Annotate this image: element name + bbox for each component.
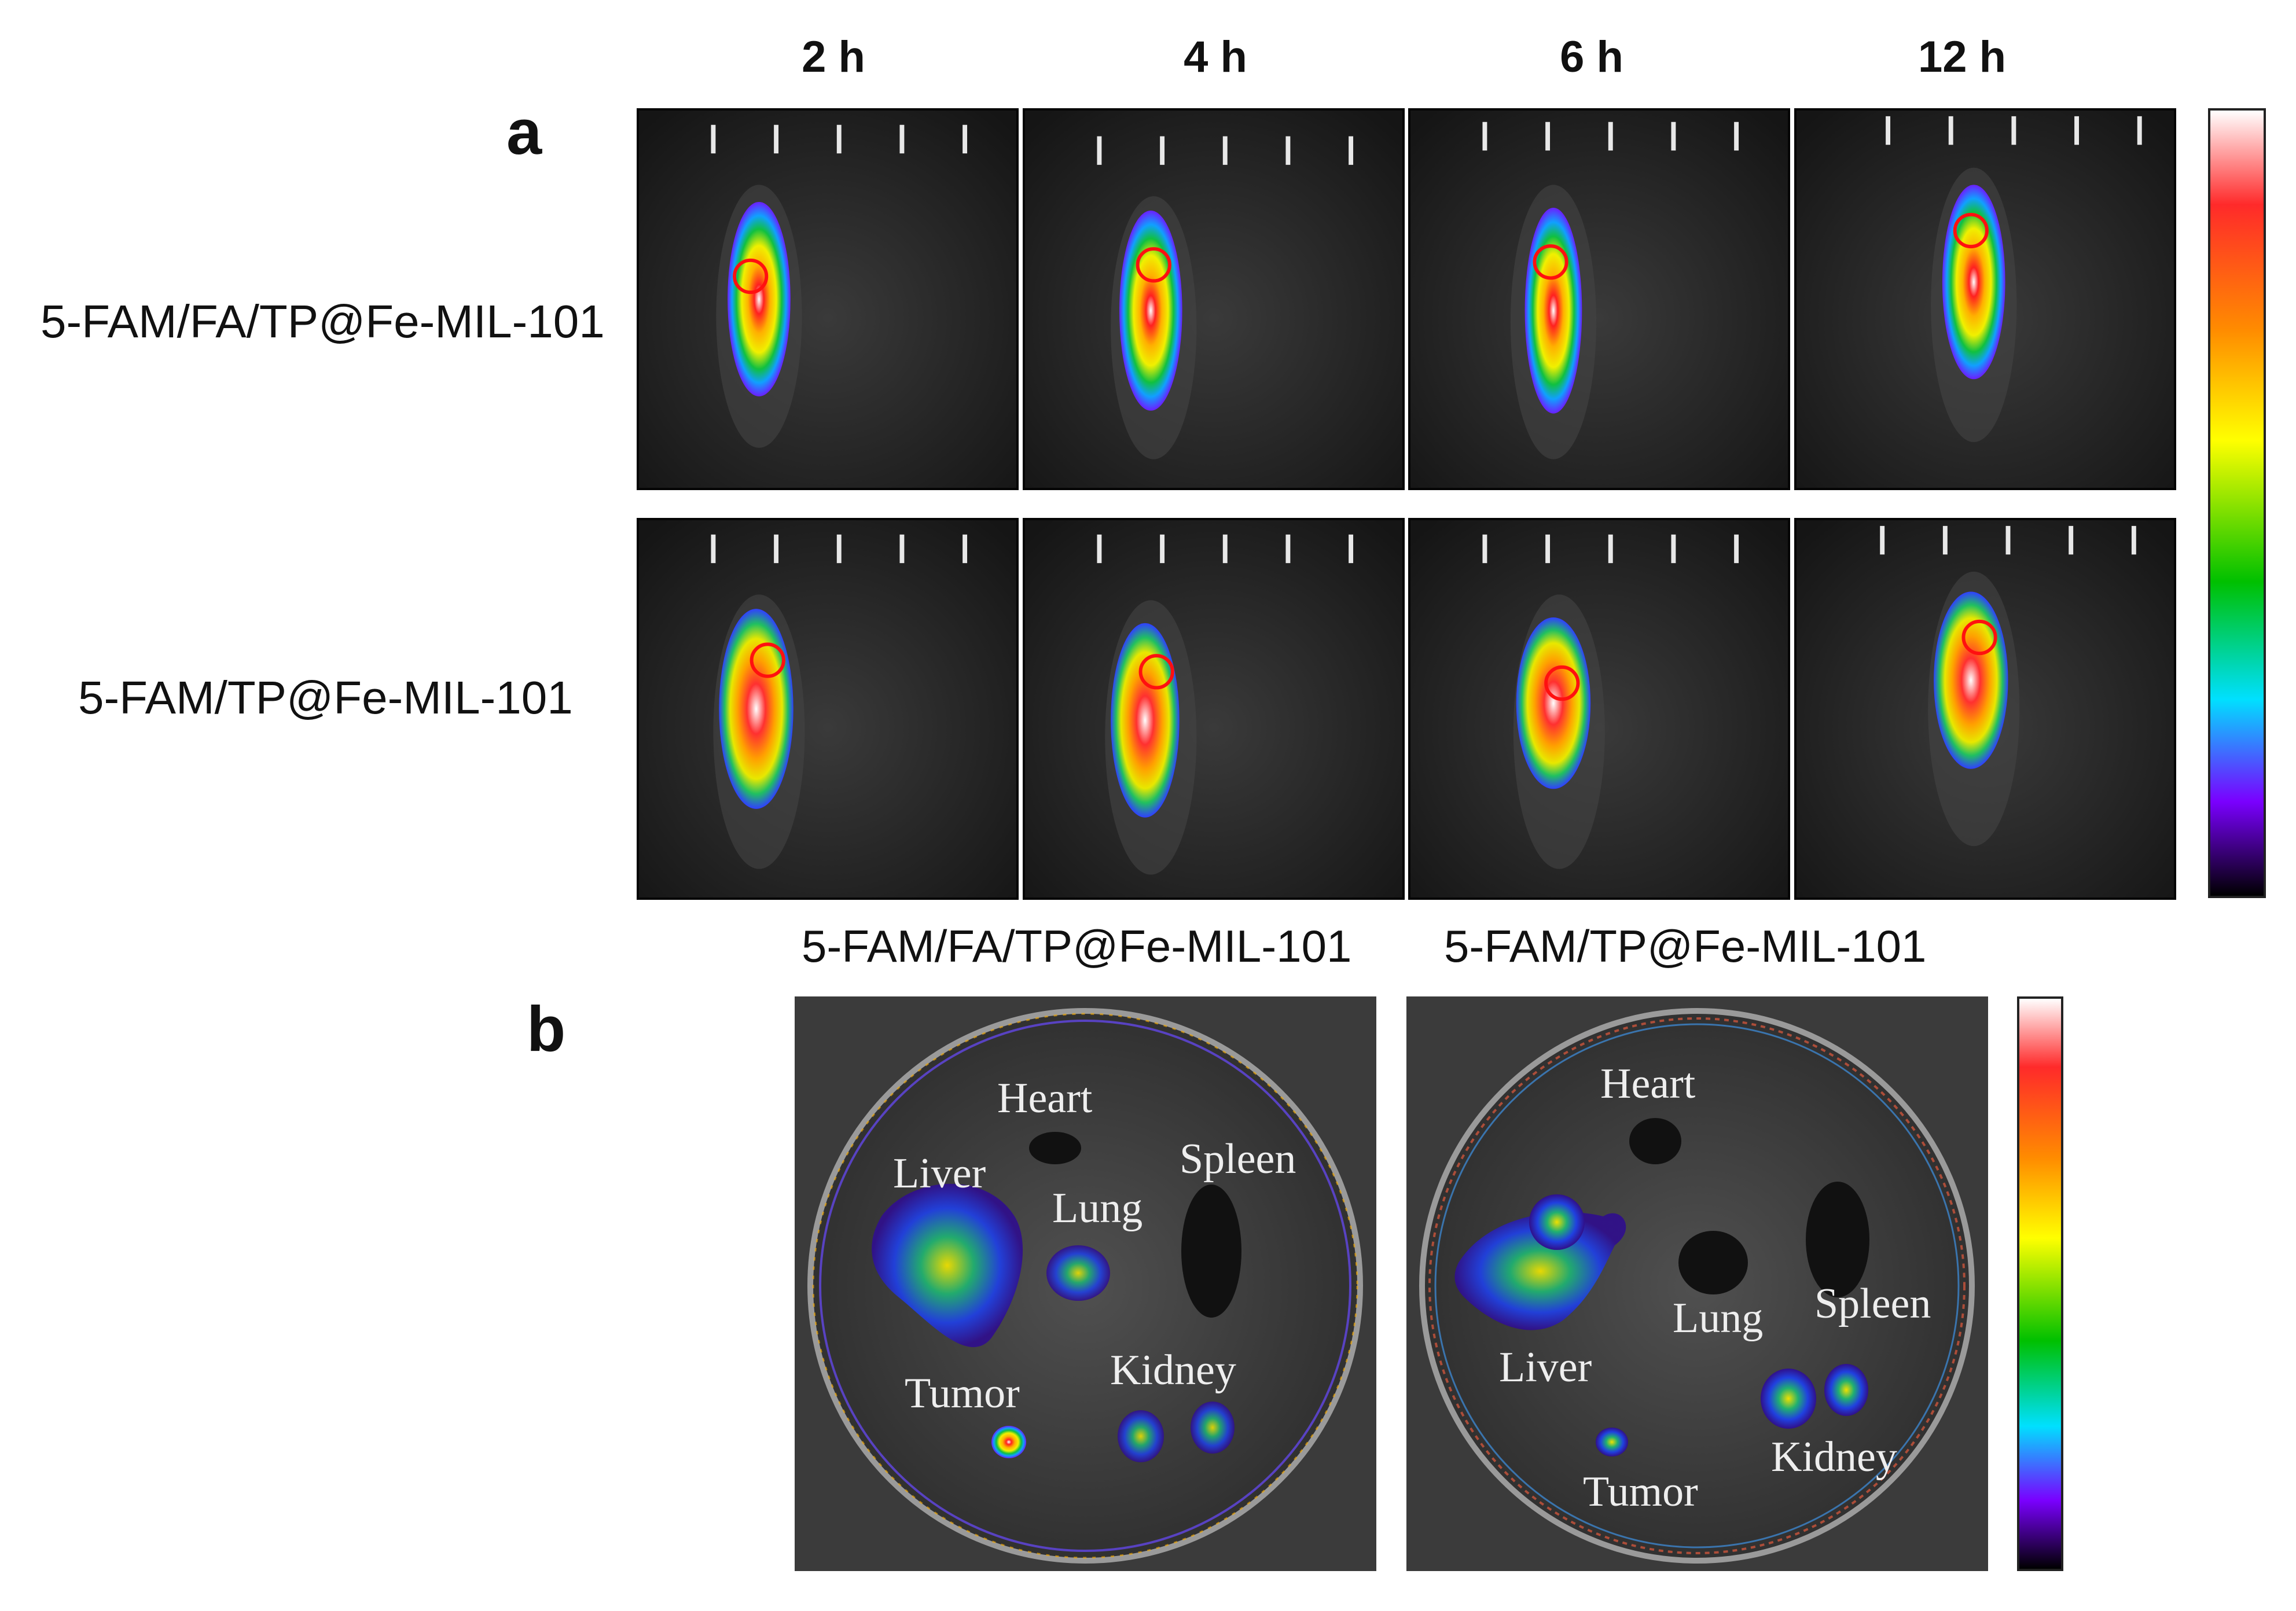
colorbar-a	[2208, 108, 2266, 898]
image-nofa-12h	[1794, 518, 2176, 900]
image-nofa-6h	[1408, 518, 1790, 900]
organ-label-spleen: Spleen	[1180, 1135, 1296, 1183]
panel-b-letter: b	[527, 994, 566, 1065]
organ-label-heart: Heart	[997, 1075, 1093, 1122]
time-label-6h: 6 h	[1560, 32, 1623, 82]
organ-label-kidney: Kidney	[1110, 1347, 1236, 1394]
dish-label-nofa: 5-FAM/TP@Fe-MIL-101	[1444, 921, 1927, 972]
organ-dish-nofa: Heart Liver Lung Spleen Tumor Kidney	[1406, 996, 1988, 1571]
time-label-2h: 2 h	[802, 32, 865, 82]
time-label-12h: 12 h	[1917, 32, 2007, 82]
organ-label-lung-2: Lung	[1673, 1294, 1763, 1342]
time-label-4h: 4 h	[1184, 32, 1247, 82]
organ-label-kidney-2: Kidney	[1771, 1433, 1897, 1481]
organ-label-liver-2: Liver	[1499, 1344, 1592, 1391]
organ-label-heart-2: Heart	[1600, 1060, 1696, 1108]
dish-label-fa: 5-FAM/FA/TP@Fe-MIL-101	[802, 921, 1352, 972]
organ-label-spleen-2: Spleen	[1814, 1280, 1931, 1327]
row-label-nofa: 5-FAM/TP@Fe-MIL-101	[78, 672, 573, 723]
image-fa-2h	[637, 108, 1019, 490]
colorbar-b	[2017, 996, 2063, 1571]
image-nofa-4h	[1023, 518, 1405, 900]
organ-label-lung: Lung	[1052, 1185, 1143, 1232]
organ-dish-fa: Heart Liver Lung Spleen Tumor Kidney	[795, 996, 1376, 1571]
image-nofa-2h	[637, 518, 1019, 900]
organ-label-tumor: Tumor	[905, 1370, 1020, 1417]
image-fa-12h	[1794, 108, 2176, 490]
image-fa-6h	[1408, 108, 1790, 490]
organ-label-tumor-2: Tumor	[1583, 1468, 1698, 1516]
panel-a-letter: a	[506, 97, 542, 168]
row-label-fa: 5-FAM/FA/TP@Fe-MIL-101	[41, 296, 605, 347]
image-fa-4h	[1023, 108, 1405, 490]
organ-label-liver: Liver	[893, 1150, 986, 1197]
